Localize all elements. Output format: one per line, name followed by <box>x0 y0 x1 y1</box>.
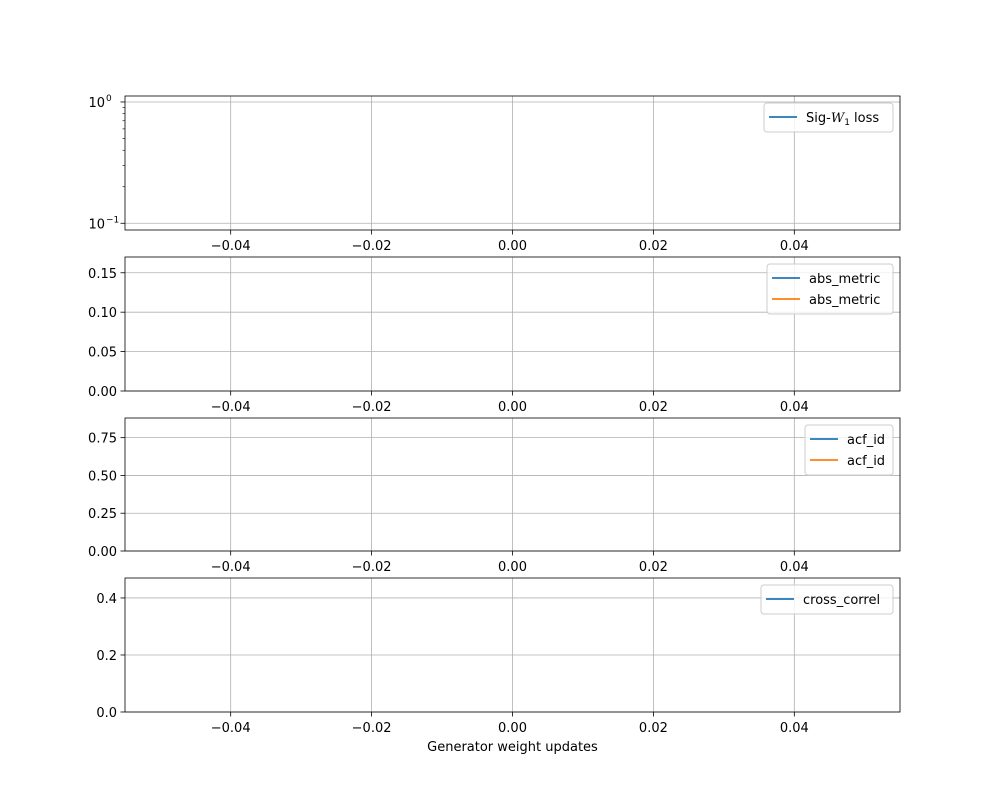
x-tick-label: 0.00 <box>498 560 527 575</box>
y-tick-label: 0.4 <box>96 592 117 607</box>
y-tick-label: 0.2 <box>96 649 117 664</box>
y-tick-label: 10 <box>88 217 105 232</box>
x-tick-label: −0.02 <box>352 239 392 254</box>
x-tick-label: 0.04 <box>780 560 809 575</box>
legend-label: acf_id <box>847 433 885 448</box>
y-tick-label: 0.10 <box>88 306 117 321</box>
subplot-2: −0.04 −0.02 0.00 0.02 0.04 0.00 0.05 0.10 0.15 ab… <box>88 256 901 415</box>
x-tick-label: −0.02 <box>352 400 392 415</box>
y-tick-exponent: −1 <box>106 215 119 225</box>
y-tick-label: 0.25 <box>88 507 117 522</box>
x-tick-label: 0.00 <box>498 400 527 415</box>
x-tick-label: 0.00 <box>498 239 527 254</box>
legend-box <box>763 102 894 133</box>
subplot-4: −0.04 −0.02 0.00 0.02 0.04 0.0 0.2 0.4 cross_cor… <box>96 577 901 755</box>
legend-label: abs_metric <box>809 272 880 287</box>
x-tick-label: 0.04 <box>780 239 809 254</box>
x-tick-label: 0.04 <box>780 400 809 415</box>
y-tick-label: 0.50 <box>88 469 117 484</box>
x-tick-label: −0.04 <box>211 239 251 254</box>
y-tick-label: 0.75 <box>88 432 117 447</box>
x-tick-label: −0.02 <box>352 560 392 575</box>
x-axis-label: Generator weight updates <box>427 740 598 755</box>
legend: cross_correl <box>760 584 894 615</box>
y-tick-label: 0.05 <box>88 346 117 361</box>
legend: acf_id acf_id <box>804 424 894 476</box>
x-tick-label: 0.04 <box>780 721 809 736</box>
x-tick-label: 0.02 <box>639 239 668 254</box>
legend-label: Sig-W1 loss <box>806 111 879 128</box>
x-tick-label: −0.04 <box>211 560 251 575</box>
legend-label: cross_correl <box>803 593 880 608</box>
subplot-3: −0.04 −0.02 0.00 0.02 0.04 0.00 0.25 0.50 0.75 ac… <box>88 417 901 575</box>
legend-label: abs_metric <box>809 293 880 308</box>
y-tick-label: 0.15 <box>88 267 117 282</box>
x-tick-label: 0.02 <box>639 721 668 736</box>
y-tick-label: 10 <box>88 96 105 111</box>
x-tick-label: −0.04 <box>211 721 251 736</box>
y-tick-label: 0.0 <box>96 706 117 721</box>
y-tick-exponent: 0 <box>106 94 112 104</box>
x-tick-label: 0.02 <box>639 560 668 575</box>
legend: abs_metric abs_metric <box>766 263 894 315</box>
legend-label: acf_id <box>847 454 885 469</box>
x-tick-label: −0.02 <box>352 721 392 736</box>
legend-box <box>804 424 894 476</box>
x-tick-label: 0.00 <box>498 721 527 736</box>
legend-box <box>766 263 894 315</box>
legend: Sig-W1 loss <box>763 102 894 133</box>
x-tick-label: −0.04 <box>211 400 251 415</box>
x-tick-label: 0.02 <box>639 400 668 415</box>
legend-box <box>760 584 894 615</box>
y-tick-label: 0.00 <box>88 385 117 400</box>
y-tick-label: 0.00 <box>88 545 117 560</box>
